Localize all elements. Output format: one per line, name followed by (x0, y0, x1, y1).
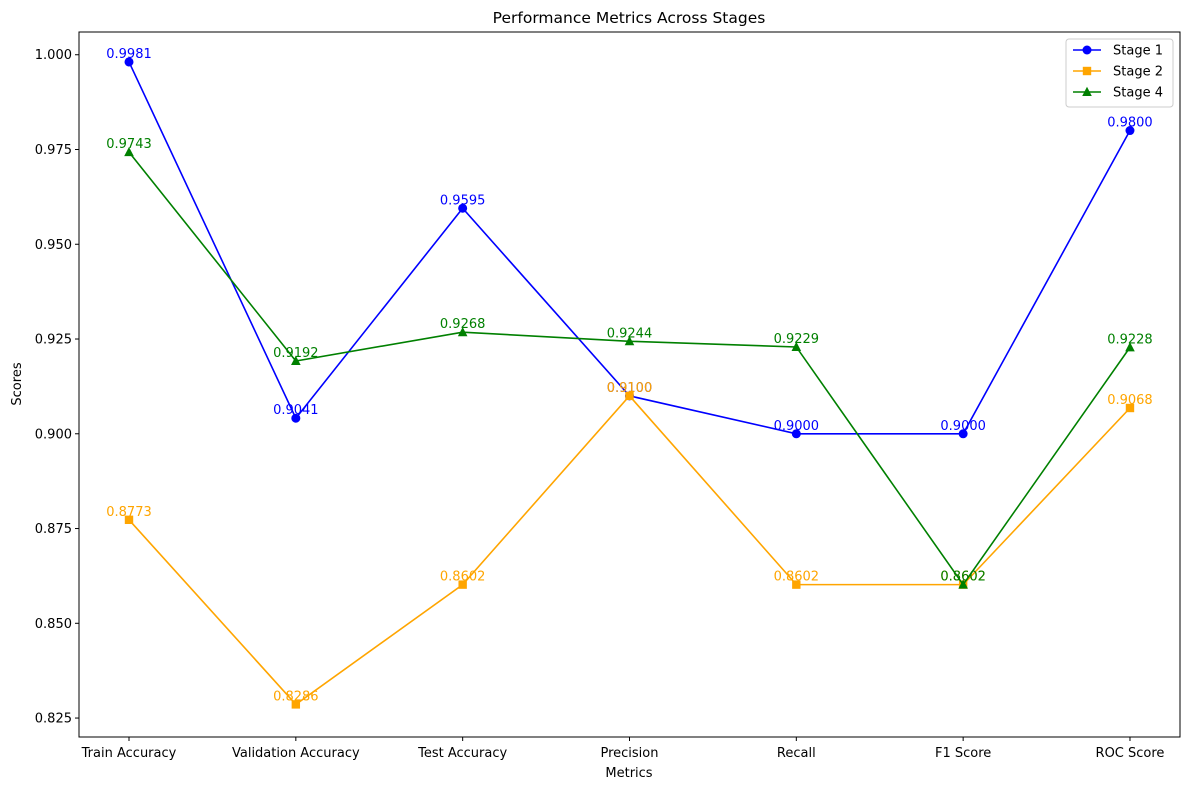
data-point (124, 146, 134, 157)
x-tick-label: F1 Score (935, 746, 991, 761)
series-line (128, 151, 1131, 587)
data-point (624, 336, 635, 346)
x-tick-label: Validation Accuracy (232, 746, 360, 761)
data-label: 0.8602 (940, 570, 986, 585)
data-point (291, 413, 301, 423)
data-point (1125, 126, 1135, 136)
legend-marker (1082, 66, 1092, 76)
legend-item: Stage 2 (1073, 65, 1163, 80)
data-point (1125, 342, 1135, 352)
data-label: 0.9100 (607, 381, 653, 396)
series-line (128, 394, 1131, 706)
data-label: 0.9228 (1107, 332, 1153, 347)
data-label: 0.9068 (1107, 393, 1153, 408)
legend-label: Stage 2 (1113, 65, 1163, 80)
legend-marker (1082, 86, 1092, 96)
data-point (457, 326, 468, 337)
data-label: 0.9000 (774, 419, 820, 434)
legend: Stage 1 Stage 2 Stage 4 (1065, 38, 1174, 108)
x-tick-label: Precision (600, 746, 658, 761)
data-label: 0.9743 (106, 137, 152, 152)
y-tick-label: 0.850 (35, 617, 72, 632)
data-point (1125, 403, 1135, 413)
x-tick-label: Recall (777, 746, 816, 761)
data-label: 0.9100 (607, 381, 653, 396)
data-label: 0.9800 (1107, 116, 1153, 131)
data-label: 0.9041 (273, 403, 319, 418)
data-point (458, 580, 467, 589)
data-label: 0.9000 (940, 419, 986, 434)
legend-label: Stage 1 (1113, 44, 1163, 59)
x-tick-label: Test Accuracy (417, 746, 507, 761)
data-point (458, 203, 468, 213)
y-tick-label: 0.825 (35, 712, 72, 727)
data-point (958, 429, 968, 439)
data-point (124, 515, 134, 525)
y-tick-label: 1.000 (35, 48, 72, 63)
data-point (791, 429, 801, 439)
data-label: 0.9244 (607, 326, 653, 341)
legend-item: Stage 4 (1073, 86, 1163, 101)
data-label: 0.8286 (273, 689, 319, 704)
data-label: 0.8602 (440, 570, 486, 585)
x-tick-label: Train Accuracy (81, 746, 177, 761)
data-point (792, 580, 801, 589)
legend-box (1065, 38, 1174, 108)
data-point (291, 355, 301, 365)
data-point (791, 341, 802, 351)
series-stage-1: 0.9981 0.9041 0.9595 0.9100 0.9000 0.9000 0.98… (106, 47, 1153, 439)
series-line (128, 61, 1131, 435)
x-tick-label: ROC Score (1096, 746, 1165, 761)
data-label: 0.9268 (440, 317, 486, 332)
series-stage-2: 0.8773 0.8286 0.8602 0.9100 0.8602 0.8602 0.90… (106, 381, 1153, 709)
data-label: 0.8602 (940, 570, 986, 585)
legend-marker (1082, 45, 1092, 55)
y-tick-label: 0.925 (35, 333, 72, 348)
legend-item: Stage 1 (1073, 44, 1163, 59)
y-tick-label: 0.875 (35, 522, 72, 537)
data-label: 0.9192 (273, 346, 319, 361)
chart-title: Performance Metrics Across Stages (493, 9, 766, 27)
data-point (625, 391, 634, 401)
data-label: 0.8773 (106, 505, 152, 520)
y-axis-title: Scores (10, 362, 25, 405)
data-label: 0.9595 (440, 193, 486, 208)
data-point (958, 579, 968, 589)
data-label: 0.8602 (774, 570, 820, 585)
x-axis-title: Metrics (605, 766, 652, 781)
y-tick-label: 0.900 (35, 427, 72, 442)
data-point (291, 700, 301, 709)
y-tick-label: 0.950 (35, 238, 72, 253)
data-point (124, 57, 134, 67)
legend-label: Stage 4 (1113, 86, 1163, 101)
data-label: 0.9981 (106, 47, 152, 62)
y-tick-label: 0.975 (35, 143, 72, 158)
series-stage-4: 0.9743 0.9192 0.9268 0.9244 0.9229 0.8602 0.92… (106, 137, 1153, 589)
data-label: 0.9229 (774, 332, 820, 347)
